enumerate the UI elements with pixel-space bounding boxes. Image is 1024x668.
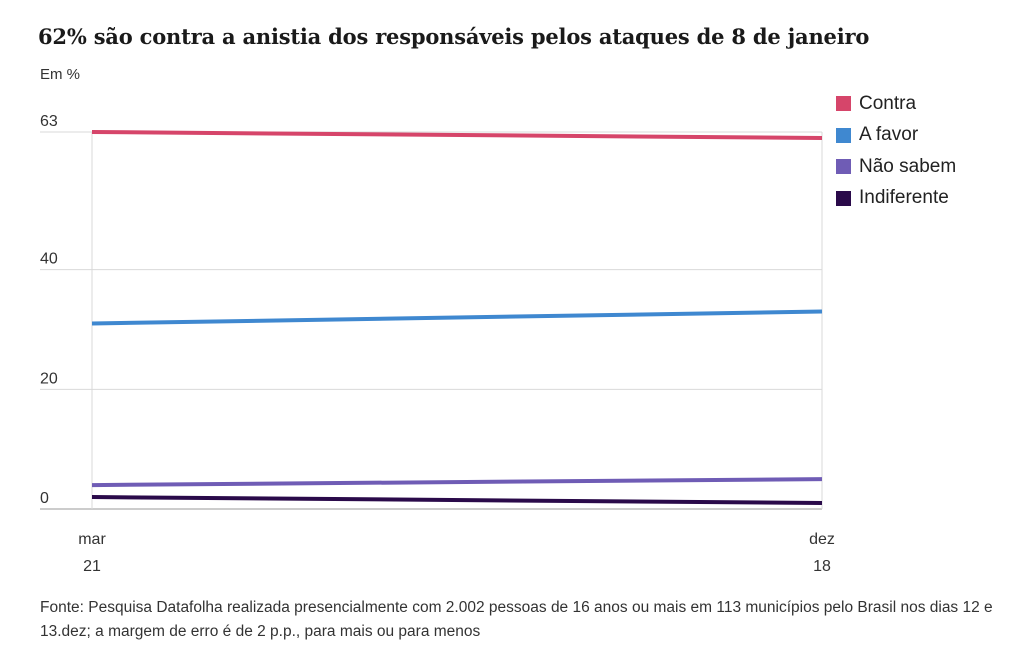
y-tick-label: 20 xyxy=(40,370,58,387)
legend-item: Indiferente xyxy=(836,183,956,215)
legend-label: Não sabem xyxy=(859,155,957,177)
legend-item: Não sabem xyxy=(836,151,956,183)
x-tick-label: dez xyxy=(809,531,835,548)
legend-swatch xyxy=(836,96,851,112)
y-tick-label: 40 xyxy=(40,251,58,268)
legend: Contra A favor Não sabem Indiferente xyxy=(836,88,956,214)
legend-swatch xyxy=(836,159,851,175)
legend-item: Contra xyxy=(836,88,956,120)
y-tick-label: 63 xyxy=(40,113,58,130)
series-line xyxy=(91,477,823,488)
x-tick-label: 21 xyxy=(83,558,101,575)
unit-label: Em % xyxy=(40,66,81,83)
source-note: Fonte: Pesquisa Datafolha realizada pres… xyxy=(40,599,993,640)
legend-item: A favor xyxy=(836,120,956,152)
series-line xyxy=(91,130,823,140)
legend-swatch xyxy=(836,127,851,143)
legend-label: Contra xyxy=(859,92,917,114)
legend-label: Indiferente xyxy=(859,187,949,209)
series-line xyxy=(91,309,823,326)
legend-label: A favor xyxy=(859,124,919,146)
x-tick-label: mar xyxy=(78,531,106,548)
line-chart: 0 20 40 63 mar 21 dez 18 xyxy=(40,113,835,575)
x-tick-label: 18 xyxy=(813,558,831,575)
series-line xyxy=(91,495,823,506)
chart-title: 62% são contra a anistia dos responsávei… xyxy=(38,24,870,49)
y-tick-label: 0 xyxy=(40,490,49,507)
legend-swatch xyxy=(836,190,851,206)
